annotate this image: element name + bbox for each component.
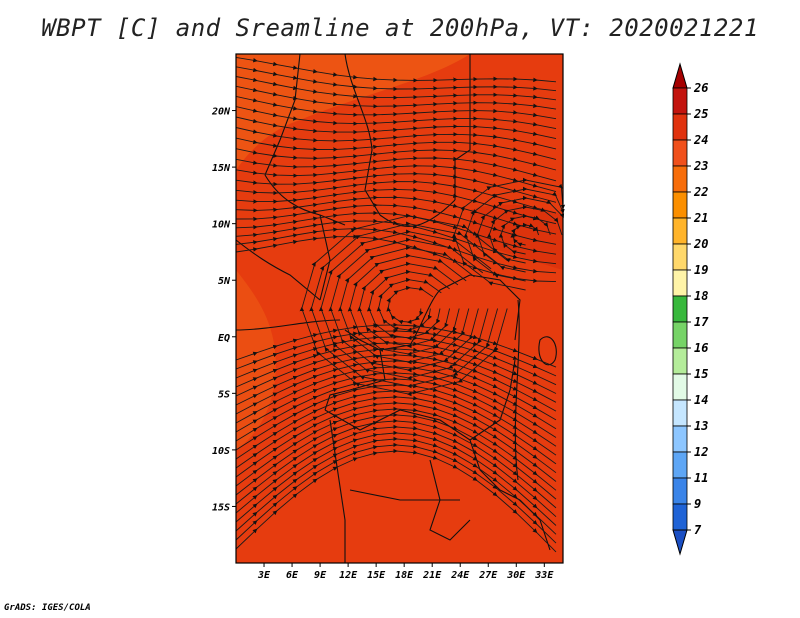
chart-title: WBPT [C] and Sreamline at 200hPa, VT: 20…	[41, 14, 759, 42]
colorbar-label: 21	[693, 211, 708, 225]
lon-tick-label: 33E	[534, 570, 554, 581]
lat-tick-label: EQ	[218, 333, 230, 344]
colorbar-label: 22	[693, 185, 708, 199]
colorbar-label: 15	[694, 367, 708, 381]
streamline-52	[235, 448, 557, 553]
colorbar-label: 12	[694, 445, 708, 459]
colorbar-swatch	[672, 321, 688, 349]
colorbar-bottom-arrow	[672, 529, 688, 556]
border-line-18	[538, 336, 557, 366]
lon-tick-label: 12E	[339, 570, 358, 581]
colorbar-swatch	[672, 295, 688, 323]
lon-tick-label: 18E	[395, 570, 414, 581]
colorbar-swatch	[672, 243, 688, 271]
lon-tick-label: 21E	[422, 570, 442, 581]
lon-tick-label: 3E	[257, 570, 271, 581]
colorbar-label: 19	[694, 263, 708, 277]
colorbar-swatch	[672, 191, 688, 219]
streamline-8	[235, 137, 557, 160]
colorbar-label: 13	[694, 419, 708, 433]
colorbar-label: 7	[694, 523, 702, 537]
colorbar-label: 26	[693, 81, 708, 95]
colorbar-label: 18	[694, 289, 708, 303]
lon-tick-label: 15E	[367, 570, 386, 581]
colorbar-label: 11	[694, 471, 708, 485]
colorbar-swatch	[672, 113, 688, 141]
map-frame	[235, 53, 564, 564]
streamlines	[235, 56, 566, 553]
lat-tick-label: 15N	[212, 163, 231, 174]
lon-tick-label: 30E	[506, 570, 526, 581]
lat-tick-label: 10N	[212, 220, 231, 231]
colorbar-label: 23	[693, 159, 708, 173]
colorbar-swatch	[672, 347, 688, 375]
map-axes: 20N 15N 10N 5N EQ 5S 10S 15S 3E 6E 9E 12E 15E 18E 21E 2…	[211, 53, 564, 581]
colorbar-swatch	[672, 87, 688, 115]
colorbar-label: 24	[693, 133, 708, 147]
lat-tick-label: 15S	[212, 502, 230, 513]
lon-tick-label: 9E	[314, 570, 327, 581]
lat-tick-label: 5S	[218, 389, 230, 400]
colorbar-swatch	[672, 139, 688, 167]
colorbar-swatch	[672, 425, 688, 453]
colorbar-swatch	[672, 217, 688, 245]
colorbar-label: 17	[694, 315, 709, 329]
software-credit: GrADS: IGES/COLA	[4, 603, 91, 613]
lon-tick-label: 27E	[478, 570, 498, 581]
lat-tick-label: 20N	[211, 107, 231, 118]
streamline-7	[235, 127, 557, 150]
colorbar-label: 16	[694, 341, 708, 355]
colorbar-swatch	[672, 477, 688, 505]
colorbar: 26 25 24 23 22 21 20 19 18 17 16 15 14 13 12 11 9 7	[672, 62, 709, 556]
colorbar-label: 9	[694, 497, 701, 511]
colorbar-swatch	[672, 503, 688, 531]
lat-tick-label: 10S	[212, 446, 230, 457]
colorbar-swatch	[672, 451, 688, 479]
colorbar-top-arrow	[672, 62, 688, 89]
lon-tick-label: 24E	[450, 570, 470, 581]
colorbar-swatch	[672, 399, 688, 427]
colorbar-swatch	[672, 373, 688, 401]
colorbar-label: 25	[693, 107, 708, 121]
lon-tick-label: 6E	[286, 570, 299, 581]
colorbar-label: 14	[694, 393, 708, 407]
lat-tick-label: 5N	[218, 276, 231, 287]
colorbar-swatch	[672, 165, 688, 193]
streamline-58	[451, 177, 566, 291]
colorbar-label: 20	[693, 237, 708, 251]
colorbar-swatch	[672, 269, 688, 297]
